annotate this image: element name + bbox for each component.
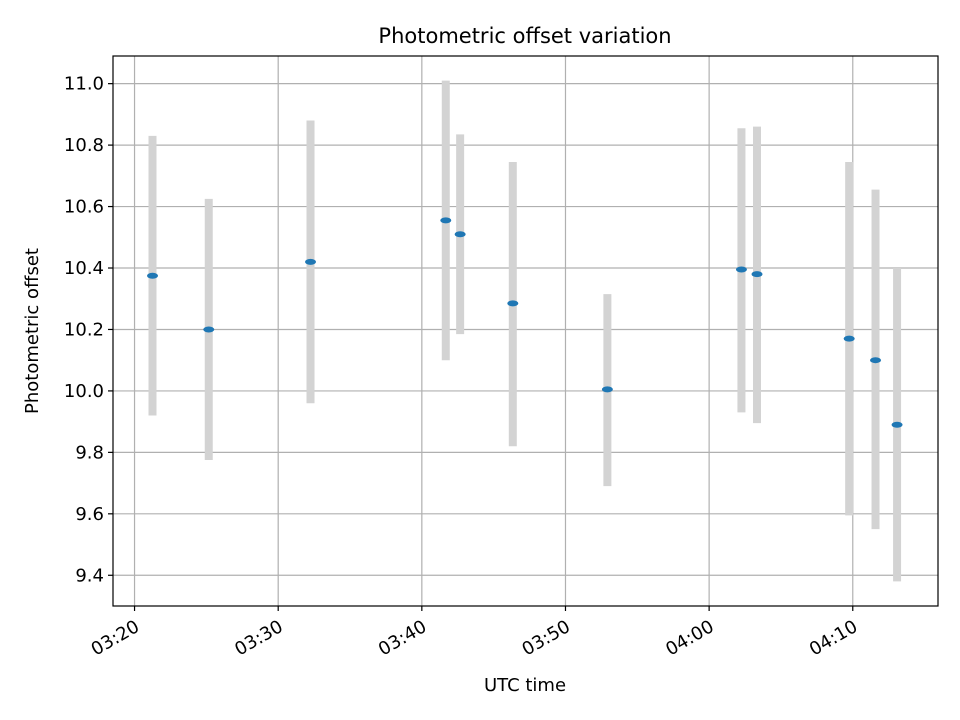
data-point [601,386,613,393]
y-tick-label: 10.6 [64,197,104,218]
y-tick-label: 10.8 [64,135,104,156]
data-point [735,266,747,273]
data-point [147,272,159,279]
plot-frame [112,55,939,607]
y-axis-ticks: 9.4 9.6 9.8 10.0 10.2 10.4 10.6 10.8 11.0 [64,74,113,586]
grid [113,56,938,606]
data-point [870,357,882,364]
y-tick-label: 11.0 [64,74,104,95]
plot-area [113,56,938,606]
data-point [305,258,317,265]
data-point [454,231,466,238]
y-axis-label: Photometric offset [22,248,43,414]
data-point [440,217,452,224]
data-point [843,335,855,342]
y-tick-label: 9.6 [75,504,104,525]
y-tick-label: 10.0 [64,381,104,402]
y-tick-label: 10.4 [64,258,104,279]
y-tick-label: 9.8 [75,442,104,463]
data-point [891,421,903,428]
x-axis-label: UTC time [484,675,566,696]
data-points [147,217,903,428]
chart-title: Photometric offset variation [378,24,671,48]
data-point [203,326,215,333]
y-tick-label: 10.2 [64,319,104,340]
y-tick-label: 9.4 [75,565,104,586]
data-point [751,271,763,278]
data-point [507,300,519,307]
